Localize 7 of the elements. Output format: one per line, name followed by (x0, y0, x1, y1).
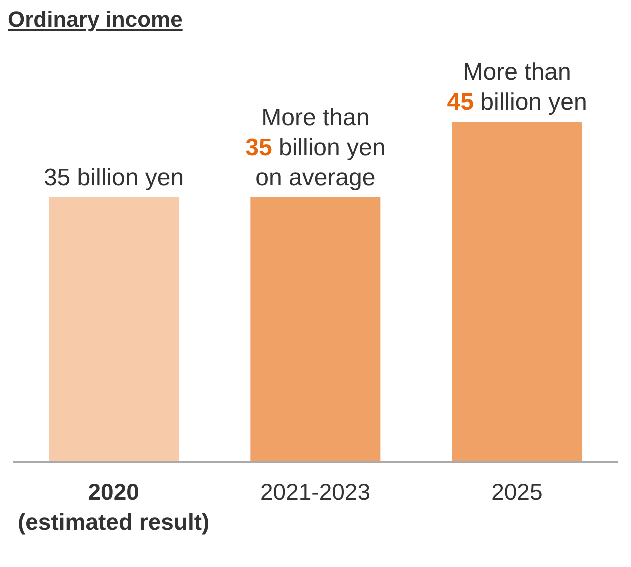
x-tick-label: 2025 (492, 479, 543, 505)
x-tick-label: 2020 (estimated result) (18, 479, 210, 535)
data-label: 35 billion yen (44, 164, 184, 192)
x-tick-label: 2021-2023 (260, 479, 370, 505)
data-label: More than 35 billion yen on average (246, 104, 386, 192)
chart-title: Ordinary income (8, 7, 184, 32)
data-label: More than 45 billion yen (447, 59, 588, 116)
